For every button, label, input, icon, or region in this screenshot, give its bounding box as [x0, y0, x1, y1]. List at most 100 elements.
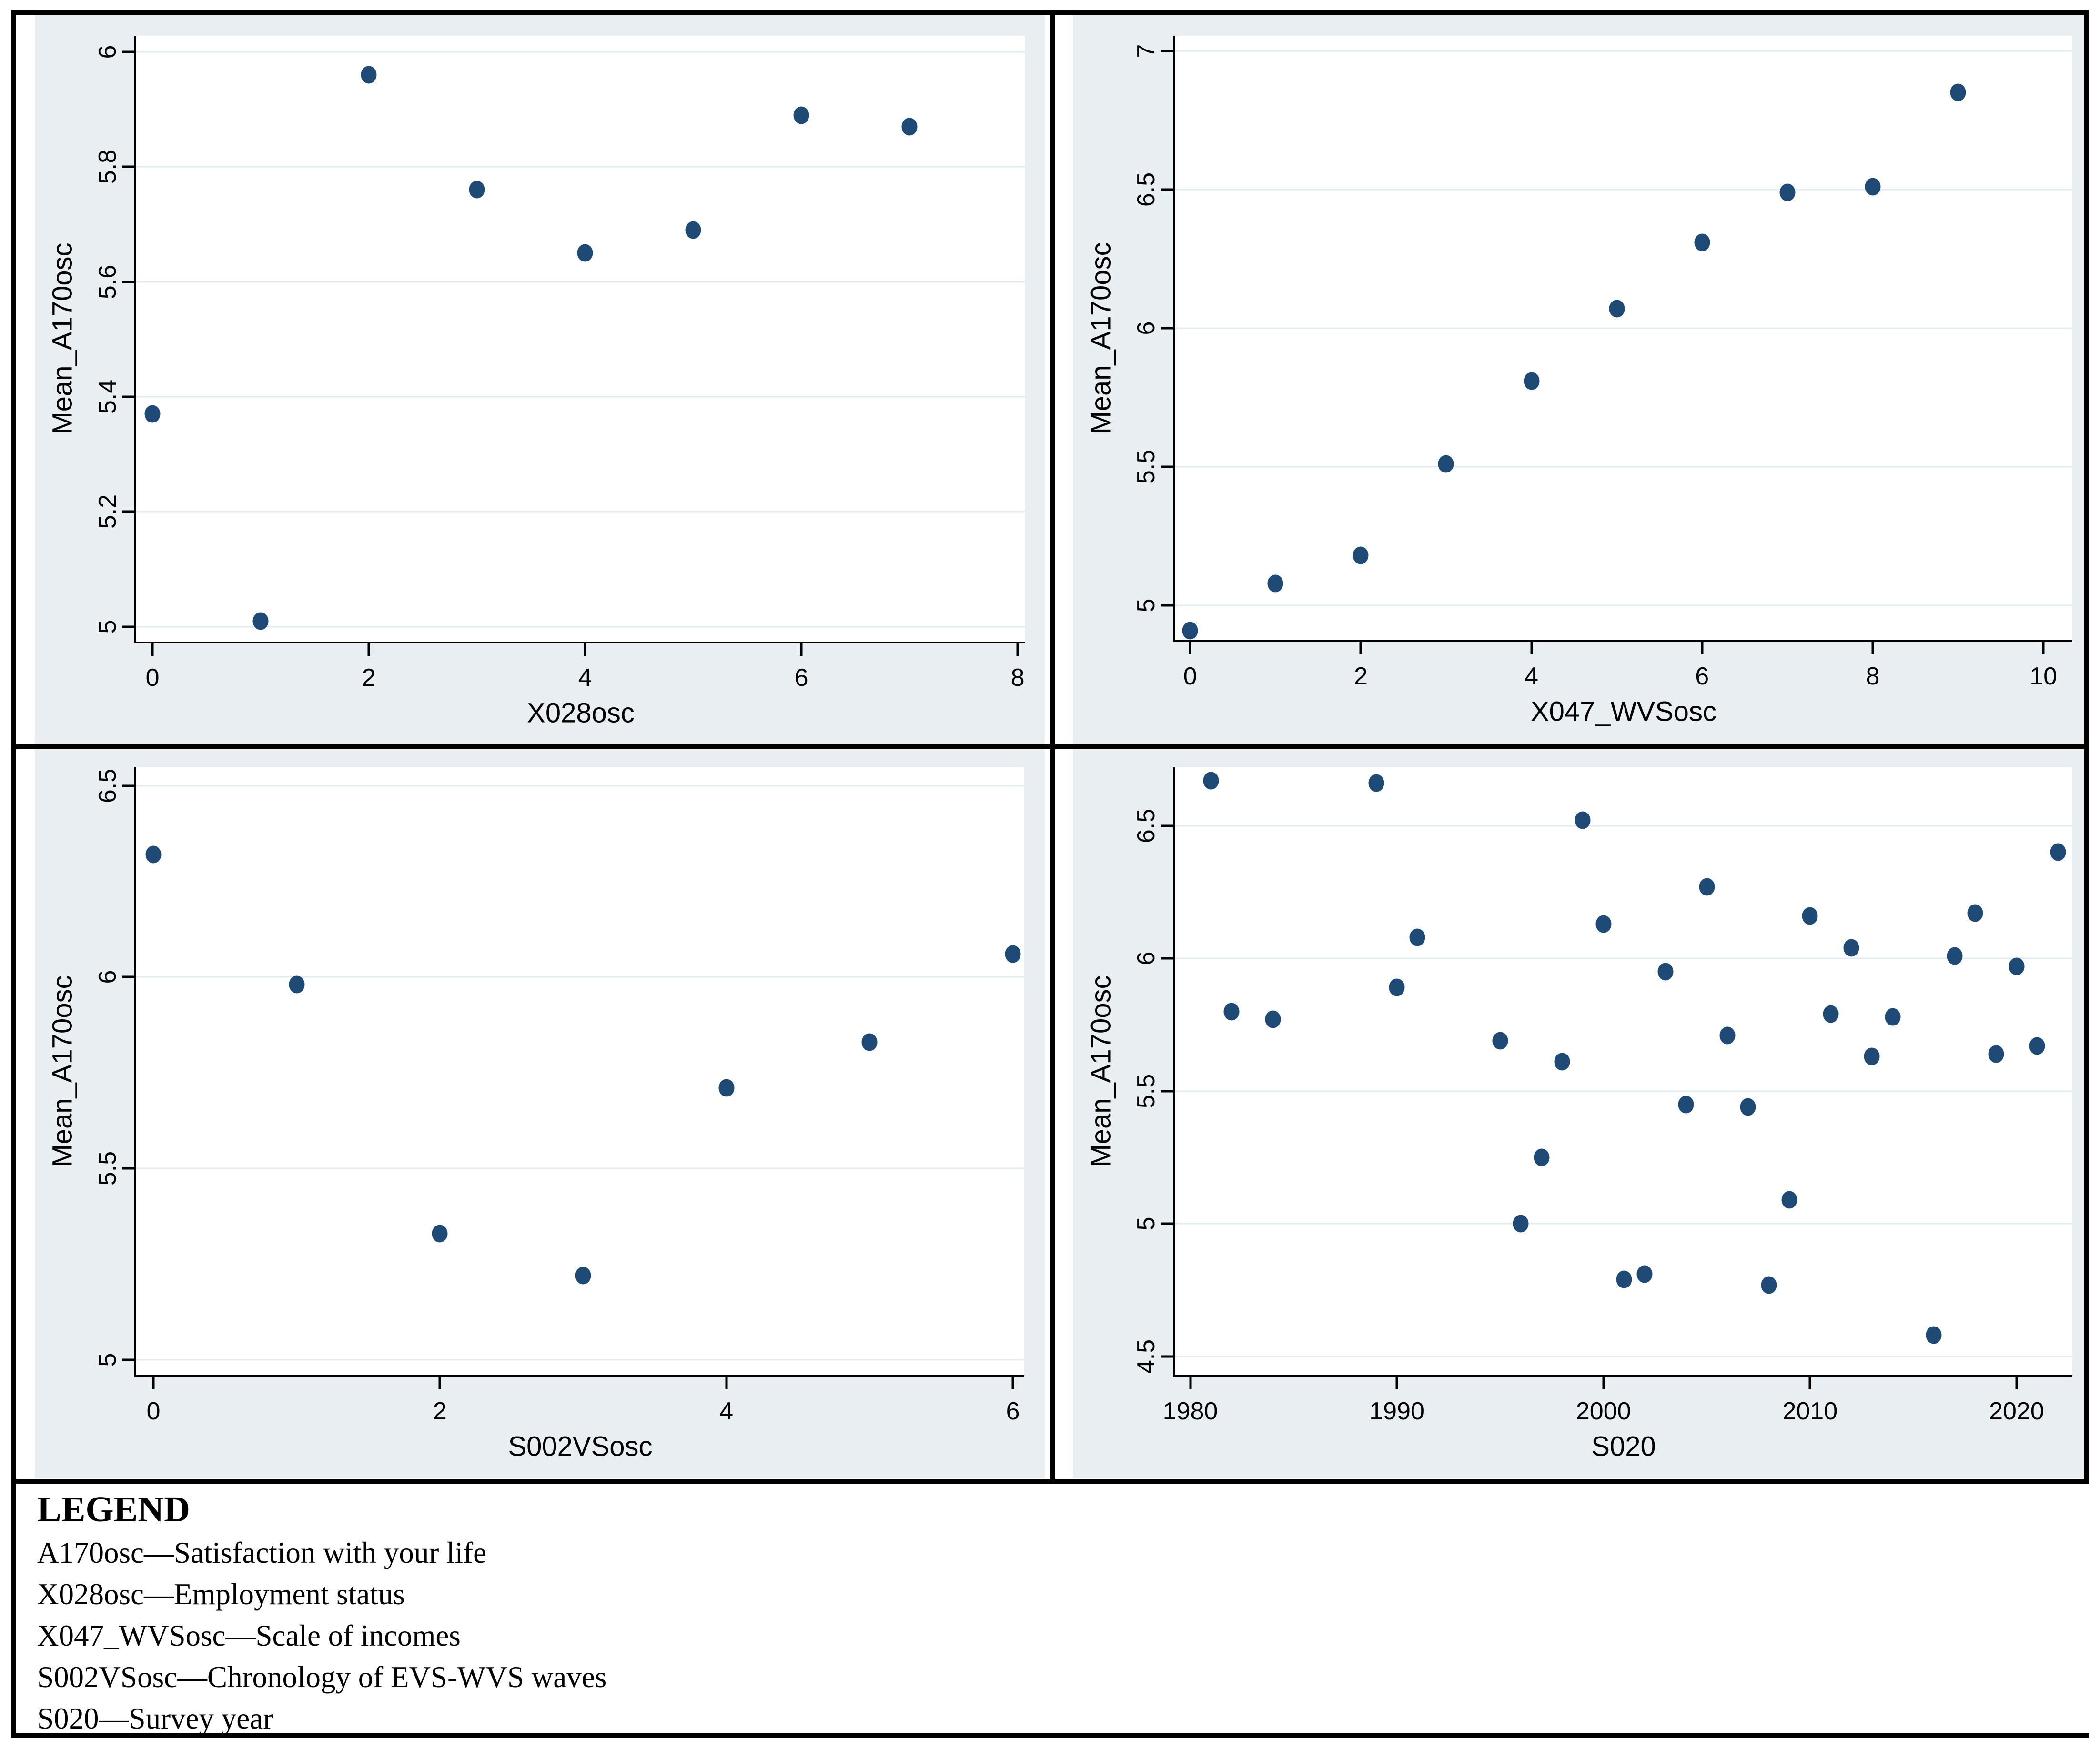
y-axis-title: Mean_A170osc — [1085, 975, 1117, 1167]
data-point — [1885, 1008, 1901, 1026]
data-point — [2009, 957, 2025, 975]
gridline — [136, 511, 1025, 513]
gridline — [1175, 1356, 2072, 1357]
data-point — [1864, 1047, 1880, 1065]
legend-entry: S002VSosc—Chronology of EVS-WVS waves — [37, 1660, 607, 1694]
x-tick-mark — [2015, 1377, 2018, 1389]
data-point — [1005, 945, 1021, 963]
data-point — [361, 66, 377, 84]
data-point — [901, 118, 918, 136]
legend-entry: A170osc—Satisfaction with your life — [37, 1536, 487, 1569]
x-tick-mark — [1701, 642, 1704, 654]
y-tick-mark — [122, 165, 134, 168]
y-tick-mark — [1161, 465, 1173, 468]
plot-area-x028osc: Mean_A170osc X028osc 5 5.2 5.4 5.6 5.8 6 0 2 4 6 8 — [47, 36, 1025, 729]
data-point — [1182, 622, 1198, 640]
legend-entry: X047_WVSosc—Scale of incomes — [37, 1619, 461, 1652]
data-point — [1865, 178, 1881, 196]
data-point — [1595, 915, 1612, 933]
scatter-panel-x028osc: Mean_A170osc X028osc 5 5.2 5.4 5.6 5.8 6 0 2 4 6 8 — [35, 15, 1045, 744]
y-tick-mark — [1161, 50, 1173, 52]
data-point — [1761, 1276, 1777, 1294]
data-point — [1554, 1053, 1570, 1071]
data-point — [1609, 300, 1625, 318]
data-point — [469, 181, 485, 199]
data-point — [1947, 947, 1963, 965]
data-point — [289, 975, 305, 994]
gridline — [1175, 1223, 2072, 1225]
data-point — [1492, 1032, 1508, 1050]
x-tick-mark — [1359, 642, 1362, 654]
data-point — [252, 612, 269, 630]
gridline — [1175, 957, 2072, 959]
data-point — [144, 405, 161, 423]
data-point — [793, 106, 809, 124]
x-tick-mark — [725, 1377, 728, 1389]
x-tick-mark — [1016, 643, 1019, 656]
data-point — [1575, 811, 1591, 829]
x-tick-mark — [1602, 1377, 1605, 1389]
y-tick-mark — [1161, 1222, 1173, 1225]
y-axis-title: Mean_A170osc — [47, 975, 78, 1167]
legend: LEGEND A170osc—Satisfaction with your li… — [16, 1484, 2100, 1735]
data-point — [718, 1079, 735, 1097]
x-axis-title: S002VSosc — [508, 1431, 653, 1462]
legend-title: LEGEND — [37, 1489, 190, 1529]
data-point — [1616, 1270, 1632, 1288]
y-axis-title: Mean_A170osc — [1085, 241, 1117, 434]
y-tick-mark — [122, 50, 134, 53]
x-axis-title: X028osc — [527, 697, 635, 729]
data-point — [1657, 963, 1674, 981]
data-point — [1524, 372, 1540, 390]
gridline — [1175, 466, 2072, 468]
panel-divider-horizontal — [16, 744, 2084, 749]
x-axis-title: S020 — [1591, 1431, 1656, 1462]
y-tick-mark — [122, 975, 134, 978]
data-point — [2050, 843, 2066, 861]
plot-area-x047-wvsosc: Mean_A170osc X047_WVSosc 5 5.5 6 6.5 7 0 2 4 6 8 1… — [1086, 36, 2072, 727]
legend-entry: X028osc—Employment status — [37, 1578, 405, 1611]
data-point — [1265, 1010, 1281, 1028]
scatter-panel-s002vsosc: Mean_A170osc S002VSosc 5 5.5 6 6.5 0 2 4 6 — [35, 749, 1045, 1478]
gridline — [136, 1359, 1024, 1361]
x-tick-mark — [1808, 1377, 1811, 1389]
data-point — [1843, 939, 1859, 957]
gridline — [136, 785, 1024, 787]
y-tick-mark — [1161, 824, 1173, 827]
data-point — [1223, 1003, 1240, 1021]
x-tick-mark — [367, 643, 370, 656]
data-point — [1926, 1326, 1942, 1344]
y-tick-mark — [122, 784, 134, 787]
plot-area-s002vsosc: Mean_A170osc S002VSosc 5 5.5 6 6.5 0 2 4 6 — [47, 767, 1024, 1462]
gridline — [136, 1167, 1024, 1169]
y-tick-mark — [122, 395, 134, 398]
data-point — [1513, 1215, 1529, 1233]
x-tick-mark — [1395, 1377, 1398, 1389]
data-point — [1694, 233, 1710, 251]
y-axis-title: Mean_A170osc — [47, 242, 78, 435]
y-tick-mark — [122, 1167, 134, 1170]
x-tick-mark — [800, 643, 803, 656]
data-point — [685, 221, 701, 239]
x-tick-mark — [151, 643, 154, 656]
scatter-panel-s020: Mean_A170osc S020 4.5 5 5.5 6 6.5 1980 1990 200… — [1073, 749, 2084, 1478]
x-tick-mark — [1530, 642, 1533, 654]
data-point — [1719, 1026, 1736, 1045]
gridline — [136, 166, 1025, 168]
gridline — [136, 51, 1025, 53]
legend-entry: S020—Survey year — [37, 1702, 273, 1735]
x-tick-mark — [584, 643, 586, 656]
data-point — [1534, 1148, 1550, 1166]
data-point — [577, 244, 593, 262]
gridline — [1175, 825, 2072, 827]
x-tick-mark — [1189, 642, 1191, 654]
data-point — [1988, 1045, 2004, 1063]
data-point — [1802, 907, 1818, 925]
gridline — [1175, 327, 2072, 329]
data-point — [1368, 774, 1384, 792]
data-point — [1950, 83, 1966, 101]
gridline — [136, 281, 1025, 283]
x-tick-mark — [1871, 642, 1874, 654]
y-tick-mark — [1161, 327, 1173, 330]
